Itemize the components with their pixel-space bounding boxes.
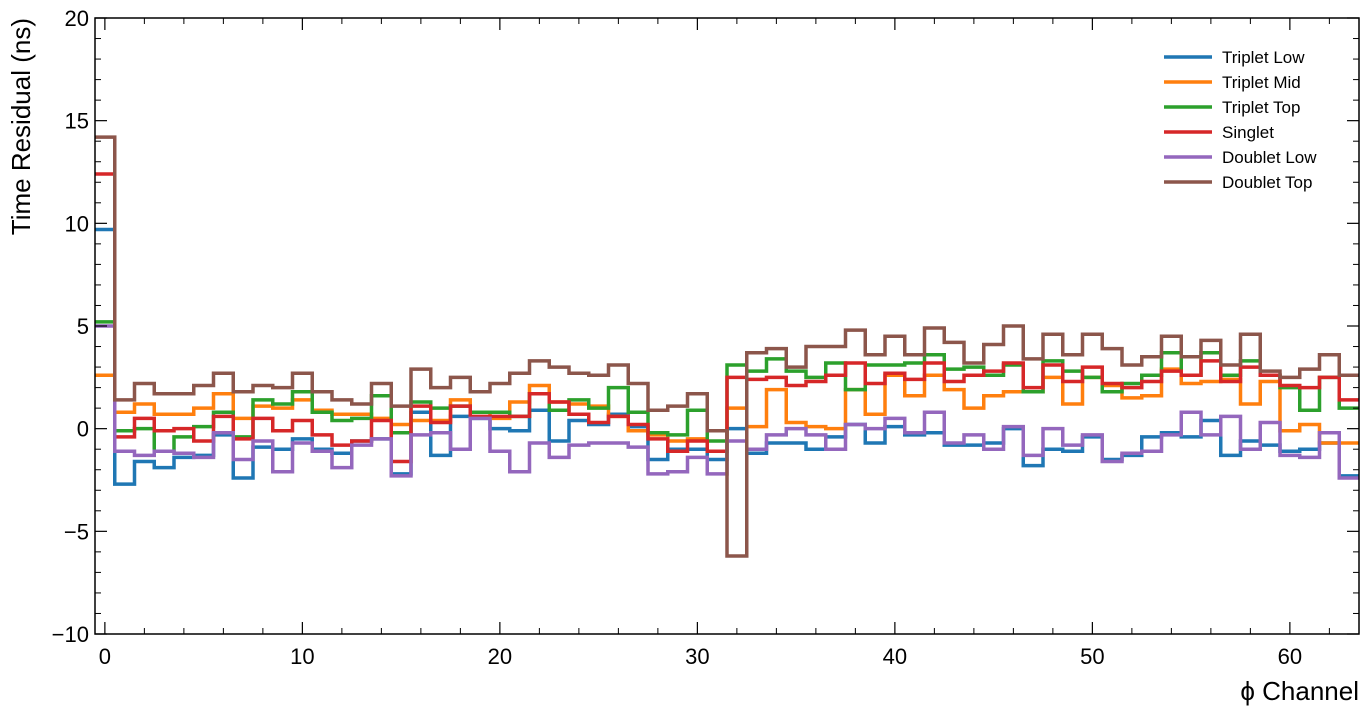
- y-tick-label: 15: [65, 109, 89, 134]
- x-tick-labels: 0 10 20 30 40 50 60: [99, 644, 1302, 669]
- legend-label-triplet-mid: Triplet Mid: [1222, 73, 1301, 92]
- y-tick-labels: −10 −5 0 5 10 15 20: [52, 6, 89, 647]
- x-tick-label: 40: [883, 644, 907, 669]
- x-tick-label: 20: [488, 644, 512, 669]
- y-tick-label: −5: [64, 519, 89, 544]
- y-tick-label: 5: [77, 314, 89, 339]
- tick-layer: [95, 17, 1359, 635]
- x-tick-label: 50: [1080, 644, 1104, 669]
- legend-label-triplet-top: Triplet Top: [1222, 98, 1300, 117]
- x-axis-label: ϕ Channel: [1240, 676, 1359, 706]
- y-tick-label: 10: [65, 211, 89, 236]
- series-line-singlet: [95, 172, 1359, 464]
- legend-label-doublet-top: Doublet Top: [1222, 173, 1312, 192]
- y-tick-label: 20: [65, 6, 89, 31]
- x-tick-label: 60: [1278, 644, 1302, 669]
- y-tick-label: 0: [77, 417, 89, 442]
- x-tick-label: 10: [290, 644, 314, 669]
- series-layer: [95, 135, 1359, 558]
- x-tick-label: 0: [99, 644, 111, 669]
- legend-label-singlet: Singlet: [1222, 123, 1274, 142]
- y-axis-label: Time Residual (ns): [6, 18, 36, 235]
- series-line-doublet-top: [95, 135, 1359, 558]
- y-tick-label: −10: [52, 622, 89, 647]
- legend-label-triplet-low: Triplet Low: [1222, 48, 1305, 67]
- legend-label-doublet-low: Doublet Low: [1222, 148, 1317, 167]
- x-tick-label: 30: [685, 644, 709, 669]
- legend: Triplet Low Triplet Mid Triplet Top Singlet…: [1164, 48, 1317, 192]
